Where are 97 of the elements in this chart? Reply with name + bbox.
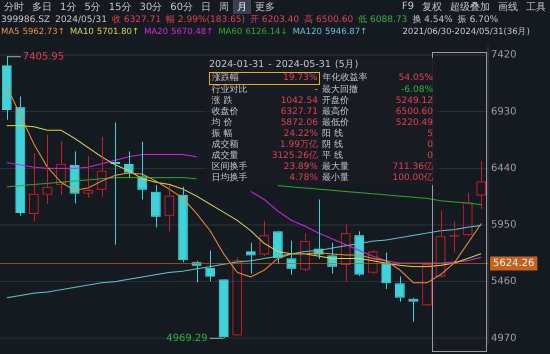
y-tick-label: 7420	[491, 50, 516, 61]
text: MA60	[218, 27, 242, 37]
annotation: 2024-01-31	[209, 59, 264, 70]
annotation: (5月)	[334, 59, 358, 70]
annotation: 19.73%	[258, 72, 320, 84]
text: 30分	[138, 0, 164, 14]
annotation: 1.99万亿	[278, 140, 319, 151]
annotation: 收盘价	[210, 107, 240, 118]
annotation: 5872.06	[280, 118, 319, 129]
text: MA5	[1, 27, 20, 37]
annotation: 5220.49	[394, 118, 434, 129]
text: F9	[400, 1, 415, 12]
annotation: 100.00亿	[392, 173, 434, 184]
text: 5946.87↑	[324, 27, 368, 37]
annotation: 成交量	[210, 151, 240, 162]
text: 60分	[169, 0, 194, 14]
candlestick	[218, 279, 229, 339]
candlestick	[408, 297, 418, 322]
candlestick	[2, 56, 12, 120]
annotation: 行业对比	[210, 84, 248, 96]
text: 换 4.54%	[412, 15, 453, 25]
candlestick	[151, 184, 161, 228]
annotation: 均 价	[210, 118, 234, 128]
annotation: -6.08%	[400, 84, 434, 96]
annotation: 最高价	[320, 107, 350, 118]
annotation: 5249.12	[394, 96, 434, 107]
annotation: 振 幅	[210, 129, 234, 140]
text: 收 6327.71	[112, 15, 162, 25]
annotation: 涨 跌	[210, 96, 234, 106]
candlestick	[178, 186, 188, 263]
text: 2021/06/30-2024/05/31(36月)	[402, 26, 530, 38]
ref-line-label: 5624.26	[493, 258, 534, 270]
text: 复权	[421, 0, 443, 14]
text: MA20	[144, 27, 168, 37]
y-tick-label: 5950	[491, 220, 516, 231]
annotation: 区间换手	[210, 162, 248, 172]
y-tick-label: 6930	[491, 106, 516, 118]
text: 开 6203.40	[250, 15, 300, 25]
text: 日	[200, 0, 212, 14]
annotation: 平 线	[320, 151, 344, 162]
text: 周	[218, 0, 230, 14]
annotation: 最大回撤	[320, 84, 359, 96]
annotation: 4.78%	[288, 173, 319, 184]
annotation: 24.22%	[282, 129, 319, 140]
text: 5分	[83, 0, 102, 14]
annotation: 阴 线	[320, 140, 344, 150]
annotation: 5	[426, 129, 434, 140]
text: 工具	[525, 0, 547, 14]
y-tick-label: 4970	[491, 332, 516, 344]
candlestick	[246, 242, 256, 274]
y-tick-label: 5460	[491, 276, 516, 288]
annotation: 阳 线	[320, 129, 344, 140]
annotation: 711.36亿	[392, 162, 434, 173]
annotation: 涨跌幅	[210, 72, 258, 84]
annotation: 2024-05-31	[276, 59, 331, 70]
text: 更多	[254, 0, 276, 14]
text: 6126.14↓	[245, 27, 288, 37]
text: MA10	[70, 27, 94, 37]
annotation: 开盘价	[320, 96, 350, 106]
candlestick	[381, 252, 392, 290]
annotation: -	[268, 59, 272, 70]
text: 2024/05/31	[55, 15, 107, 25]
text: 1分	[59, 0, 78, 14]
text: 5701.80↑	[96, 27, 140, 37]
annotation: 0	[426, 151, 434, 162]
annotation: 年化收益率	[321, 72, 368, 84]
annotation: 日均换手	[210, 173, 248, 184]
annotation: 成交额	[210, 140, 240, 150]
annotation: 3125.26亿	[270, 151, 319, 162]
text: 5670.48↑	[171, 27, 214, 37]
text: 振 6.70%	[458, 15, 498, 25]
annotation: 1042.54	[280, 96, 319, 107]
text: 高 6500.60	[304, 15, 354, 25]
text: MA120	[292, 27, 322, 37]
annotation: 54.05%	[398, 72, 434, 84]
annotation: 最大量	[320, 162, 350, 172]
text: 5962.73↑	[22, 27, 65, 37]
text: 超级叠加	[449, 0, 491, 14]
annotation: 7405.95	[22, 51, 64, 62]
text: 画线	[497, 0, 519, 14]
text: 多日	[31, 0, 53, 14]
text: 399986.SZ	[1, 15, 50, 25]
y-tick-label: 6440	[491, 162, 516, 174]
annotation: 4969.29	[166, 332, 208, 344]
text: 幅 2.99%(183.65)	[166, 15, 246, 25]
annotation: 最小量	[320, 173, 350, 184]
annotation: 最低价	[320, 118, 350, 128]
annotation: 0	[426, 140, 434, 151]
annotation: 23.89%	[282, 162, 319, 173]
annotation: -	[314, 84, 319, 96]
annotation: 6500.60	[394, 107, 434, 118]
text: 低 6088.73	[358, 15, 408, 25]
text: 月	[232, 0, 251, 14]
text: 分时	[3, 0, 25, 14]
annotation: 6327.71	[280, 107, 319, 118]
candlestick	[15, 96, 26, 216]
text: 15分	[108, 0, 132, 14]
